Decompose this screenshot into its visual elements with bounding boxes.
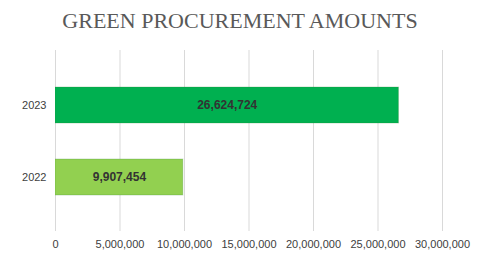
svg-text:26,624,724: 26,624,724 [197, 98, 257, 112]
svg-text:5,000,000: 5,000,000 [96, 238, 145, 250]
svg-text:10,000,000: 10,000,000 [157, 238, 212, 250]
svg-text:25,000,000: 25,000,000 [350, 238, 405, 250]
svg-text:2023: 2023 [22, 99, 46, 111]
svg-text:9,907,454: 9,907,454 [93, 170, 147, 184]
svg-text:30,000,000: 30,000,000 [415, 238, 470, 250]
svg-text:0: 0 [52, 238, 58, 250]
svg-text:15,000,000: 15,000,000 [221, 238, 276, 250]
svg-text:20,000,000: 20,000,000 [286, 238, 341, 250]
svg-text:2022: 2022 [22, 171, 46, 183]
html-text:GREEN PROCUREMENT AMOUNTS: GREEN PROCUREMENT AMOUNTS [62, 8, 418, 33]
